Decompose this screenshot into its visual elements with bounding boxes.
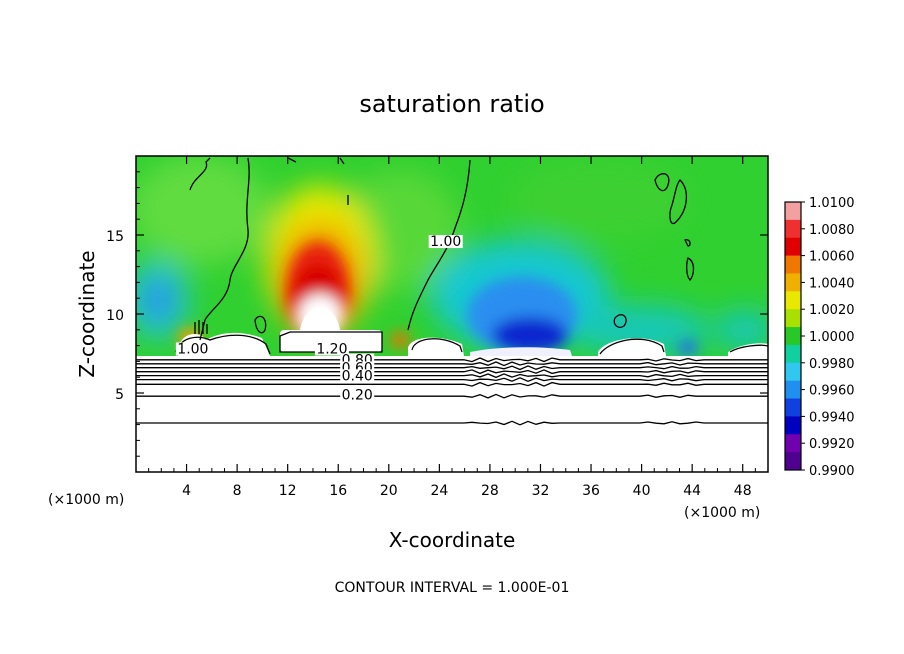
contour-line xyxy=(136,381,768,387)
x-axis-ticks: 4 8 12 16 20 24 28 32 36 40 44 48 xyxy=(148,156,756,499)
x-tick-label: 20 xyxy=(380,483,398,499)
contour-label-bg xyxy=(428,235,463,249)
colorbar-label: 1.0020 xyxy=(809,303,855,318)
x-tick-label: 16 xyxy=(329,483,347,499)
contour-line xyxy=(136,365,768,371)
contour-line xyxy=(136,420,768,426)
contour-label: 1.20 xyxy=(316,342,347,358)
colorbar-segment xyxy=(785,416,801,435)
contour-label: 1.00 xyxy=(430,234,461,250)
contour-line xyxy=(136,361,768,367)
contour-line xyxy=(136,369,768,375)
y-tick-label: 10 xyxy=(106,308,124,324)
contour-label: 0.40 xyxy=(342,368,373,384)
contour-interval-note: CONTOUR INTERVAL = 1.000E-01 xyxy=(335,580,570,596)
contour-label: 0.20 xyxy=(342,387,373,403)
contour-line xyxy=(136,373,768,379)
colorbar-segment xyxy=(785,434,801,453)
y-tick-label: 5 xyxy=(115,387,124,403)
colorbar-label: 1.0100 xyxy=(809,196,855,211)
colorbar-label: 0.9960 xyxy=(809,384,855,399)
colorbar-label: 1.0060 xyxy=(809,250,855,265)
colorbar-segment xyxy=(785,237,801,257)
x-tick-label: 32 xyxy=(532,483,550,499)
x-tick-label: 28 xyxy=(481,483,499,499)
colorbar-segment xyxy=(785,309,801,328)
y-axis-title: Z-coordinate xyxy=(75,250,99,377)
chart-title: saturation ratio xyxy=(359,90,544,118)
x-unit-label: (×1000 m) xyxy=(684,505,760,521)
colorbar-label: 0.9940 xyxy=(809,410,855,425)
colorbar-label: 0.9980 xyxy=(809,357,855,372)
colorbar-segment xyxy=(785,291,801,310)
y-unit-label: (×1000 m) xyxy=(48,492,124,508)
x-axis-title: X-coordinate xyxy=(389,528,516,552)
colorbar-segment xyxy=(785,327,801,346)
contour-label-bg xyxy=(340,388,375,402)
lower-region xyxy=(136,356,768,472)
x-tick-label: 48 xyxy=(734,483,752,499)
colorbar-label: 0.9900 xyxy=(809,464,855,479)
colorbar-segment xyxy=(785,380,801,400)
colorbar-segment xyxy=(785,202,801,221)
colorbar-label: 1.0000 xyxy=(809,330,855,345)
colorbar-segment xyxy=(785,398,801,417)
x-tick-label: 12 xyxy=(279,483,297,499)
x-tick-label: 40 xyxy=(633,483,651,499)
field-shading xyxy=(136,156,768,356)
contour-line xyxy=(136,393,768,399)
y-axis-ticks: 5 10 15 xyxy=(106,171,768,457)
colorbar-segment xyxy=(785,219,801,239)
x-tick-label: 8 xyxy=(233,483,242,499)
x-tick-label: 4 xyxy=(182,483,191,499)
contour-label: 1.00 xyxy=(177,342,208,358)
contour-line xyxy=(136,377,768,383)
colorbar-label: 1.0080 xyxy=(809,223,855,238)
contour-line xyxy=(136,357,768,363)
colorbar-segment xyxy=(785,452,801,471)
contour-lines-lower xyxy=(136,357,768,426)
colorbar-label: 0.9920 xyxy=(809,437,855,452)
contour-label-bg xyxy=(340,369,375,383)
x-tick-label: 36 xyxy=(582,483,600,499)
contour-label-bg xyxy=(314,342,349,356)
colorbar-segment xyxy=(785,344,801,364)
x-tick-label: 44 xyxy=(683,483,701,499)
colorbar: 1.0100 1.0080 1.0060 1.0040 1.0020 1.0000 0.99… xyxy=(784,196,855,479)
colorbar-segment xyxy=(785,255,801,274)
plot-area xyxy=(136,156,768,472)
colorbar-label: 1.0040 xyxy=(809,276,855,291)
x-tick-label: 24 xyxy=(430,483,448,499)
y-tick-label: 15 xyxy=(106,229,124,245)
colorbar-segment xyxy=(785,273,801,292)
contour-labels: 1.00 1.201.000.800.600.400.20 xyxy=(175,234,463,403)
contour-label-bg xyxy=(175,342,210,356)
contour-lines-upper xyxy=(175,157,768,355)
colorbar-segment xyxy=(785,362,801,382)
